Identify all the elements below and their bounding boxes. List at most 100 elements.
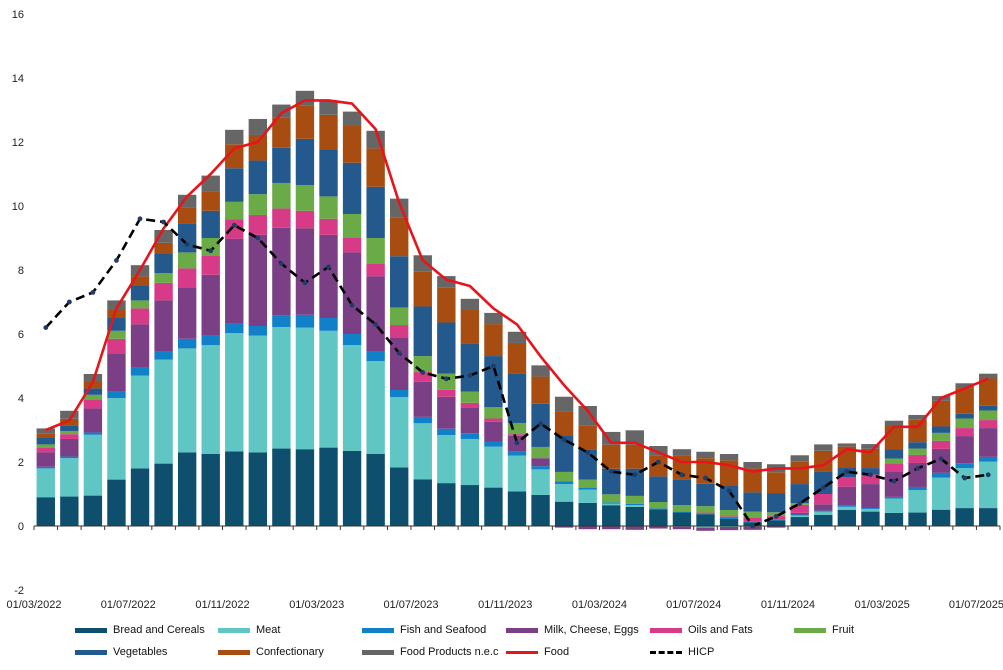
bar-segment — [177, 287, 197, 339]
bar-segment — [60, 458, 79, 497]
y-tick-label: 8 — [18, 265, 24, 277]
bar-segment — [979, 378, 998, 406]
bar-segment — [908, 414, 927, 420]
bar-segment — [248, 134, 268, 161]
x-tick-label: 01/11/2024 — [761, 599, 815, 611]
hicp-point — [326, 264, 331, 270]
bar-segment — [248, 335, 268, 453]
bar-segment — [531, 469, 550, 495]
bar-segment — [272, 182, 291, 209]
bar-segment — [884, 420, 904, 426]
bar-segment — [413, 479, 432, 526]
bar-segment — [342, 111, 362, 126]
bar-segment — [437, 322, 456, 374]
y-tick-label: 4 — [18, 393, 24, 405]
bar-segment — [437, 483, 456, 526]
bar-segment — [225, 168, 244, 202]
bar-segment — [366, 276, 385, 352]
bar-segment — [107, 398, 126, 480]
bar-segment — [931, 426, 951, 433]
bar-segment — [766, 520, 786, 526]
bar-segment — [460, 433, 480, 439]
legend-item-food: Food — [506, 646, 569, 658]
hicp-point — [655, 459, 661, 465]
bar-segment — [814, 514, 833, 526]
bar-segment — [319, 196, 338, 219]
bar-segment — [437, 389, 456, 397]
bar-segment — [36, 468, 55, 498]
hicp-point — [750, 523, 756, 529]
bar-segment — [107, 391, 126, 398]
hicp-point — [373, 322, 379, 327]
bar-segment — [672, 505, 692, 512]
bar-segment — [861, 468, 880, 475]
legend-swatch-confectionary — [218, 649, 250, 655]
bar-segment — [507, 331, 527, 343]
bar-segment — [837, 505, 857, 507]
bar-segment — [979, 373, 998, 379]
bar-segment — [766, 493, 786, 513]
bar-segment — [319, 114, 338, 150]
bar-segment — [837, 443, 857, 447]
bar-segment — [931, 472, 951, 478]
bar-segment — [437, 373, 456, 390]
bar-segment — [177, 348, 197, 453]
bar-segment — [413, 372, 432, 382]
bar-segment — [83, 432, 103, 435]
bar-segment — [790, 504, 809, 513]
bar-segment — [272, 117, 291, 148]
bar-segment — [130, 375, 150, 469]
bar-segment — [295, 327, 315, 450]
bar-segment — [578, 489, 597, 503]
legend-swatch-food-products — [362, 649, 394, 655]
bar-segment — [955, 383, 974, 389]
bar-segment — [390, 337, 409, 390]
bar-segment — [248, 160, 268, 195]
bar-segment — [861, 509, 880, 512]
bar-segment — [154, 351, 173, 360]
bar-segment — [366, 361, 385, 454]
bar-segment — [861, 448, 880, 469]
legend-item-bread-cereals: Bread and Cereals — [75, 624, 205, 636]
bar-segment — [248, 118, 268, 135]
bar-segment — [154, 242, 173, 254]
hicp-point — [703, 475, 708, 481]
hicp-point — [679, 472, 685, 478]
bar-segment — [766, 472, 786, 494]
hicp-point — [891, 478, 897, 484]
bar-segment — [36, 452, 55, 467]
bar-segment — [60, 456, 79, 459]
bar-segment — [107, 479, 126, 526]
hicp-point — [608, 469, 614, 474]
hicp-point — [184, 242, 190, 247]
hicp-point — [491, 363, 496, 369]
bar-segment — [507, 491, 527, 526]
bar-segment — [36, 438, 55, 445]
hicp-point — [773, 514, 779, 519]
bar-segment — [342, 450, 362, 526]
bar-segment — [413, 271, 432, 307]
bar-segment — [814, 510, 833, 512]
bar-segment — [719, 486, 739, 510]
bar-segment — [931, 432, 951, 441]
bar-segment — [554, 501, 574, 526]
bar-segment — [743, 492, 762, 512]
legend-swatch-milk — [506, 627, 538, 633]
bar-segment — [248, 194, 268, 215]
bar-segment — [154, 230, 173, 243]
bar-segment — [484, 487, 503, 526]
bar-segment — [790, 512, 809, 515]
bar-segment — [649, 502, 668, 509]
bar-segment — [602, 494, 621, 503]
bar-segment — [979, 420, 998, 429]
bar-segment — [36, 466, 55, 469]
bar-segment — [201, 175, 220, 192]
bar-segment — [672, 479, 692, 506]
bar-segment — [625, 430, 644, 445]
bar-segment — [861, 484, 880, 509]
bar-segment — [225, 451, 244, 526]
bar-segment — [201, 454, 220, 526]
bar-segment — [602, 526, 621, 530]
bar-segment — [955, 436, 974, 464]
bar-segment — [295, 185, 315, 211]
